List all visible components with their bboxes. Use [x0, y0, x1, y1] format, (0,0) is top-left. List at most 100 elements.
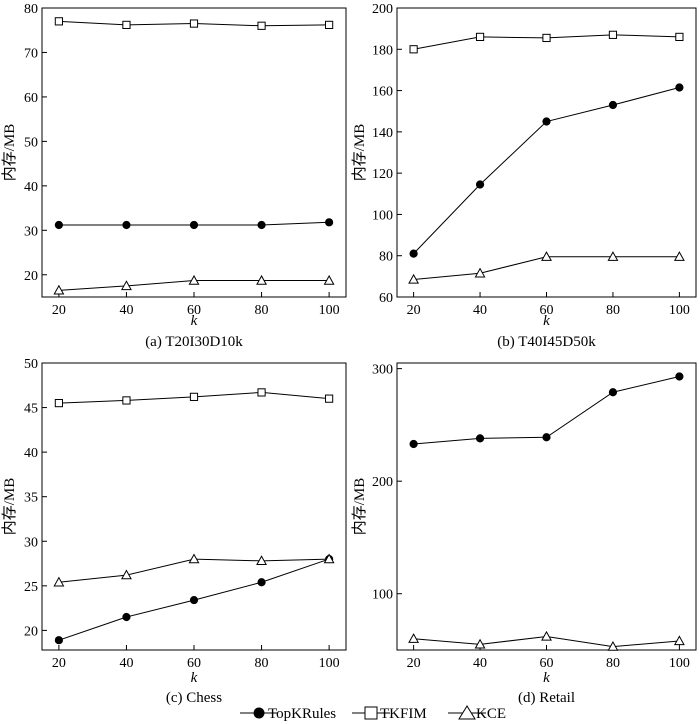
x-tick-label: 60: [540, 303, 554, 318]
x-axis-label: k: [543, 313, 550, 329]
data-point: [541, 251, 552, 261]
y-tick-label: 300: [372, 363, 393, 378]
series-KCE: [408, 630, 685, 651]
data-point: [409, 45, 418, 54]
y-tick-label: 100: [372, 208, 393, 223]
y-tick-label: 60: [24, 91, 38, 106]
data-point: [607, 640, 619, 651]
data-point: [675, 372, 684, 381]
x-axis-label: k: [543, 670, 550, 686]
y-tick-label: 200: [372, 475, 393, 490]
data-point: [256, 274, 268, 285]
data-point: [409, 439, 418, 449]
x-tick-label: 100: [319, 303, 340, 318]
legend-label: TopKRules: [268, 706, 336, 722]
data-point: [608, 30, 618, 39]
legend-marker: [253, 707, 265, 719]
x-tick-label: 80: [606, 303, 620, 318]
data-point: [323, 274, 335, 285]
data-point: [54, 636, 63, 645]
y-tick-label: 160: [372, 85, 393, 100]
chart-panel-3: 20 40 60 80 100 20 25 30 35 40 45 50 内存/MB k (c) Chess: [1, 357, 347, 706]
x-tick-label: 80: [255, 656, 269, 671]
legend-label: TKFIM: [380, 706, 427, 722]
data-point: [673, 251, 685, 261]
y-tick-label: 50: [24, 357, 38, 372]
legend-item-TKFIM: TKFIM: [352, 706, 427, 722]
data-point: [257, 388, 266, 397]
data-point: [53, 284, 65, 295]
data-point: [673, 635, 685, 646]
x-tick-label: 60: [187, 656, 201, 671]
y-tick-label: 30: [24, 535, 38, 550]
y-tick-label: 50: [24, 135, 38, 150]
x-tick-label: 20: [407, 656, 421, 671]
x-tick-label: 80: [606, 656, 620, 671]
y-tick-label: 30: [24, 224, 38, 239]
panel-caption: (d) Retail: [518, 690, 575, 706]
legend-item-KCE: KCE: [448, 705, 506, 722]
data-point: [122, 220, 131, 230]
series-KCE: [53, 274, 335, 295]
x-tick-label: 20: [52, 656, 66, 671]
panel-caption: (a) T20I30D10k: [145, 334, 243, 350]
data-point: [120, 569, 132, 580]
data-point: [542, 33, 551, 43]
data-point: [608, 388, 618, 397]
data-point: [325, 394, 334, 403]
plot-frame: [41, 362, 347, 651]
data-point: [189, 19, 199, 28]
y-tick-label: 70: [24, 46, 38, 61]
data-point: [475, 434, 485, 443]
x-axis-label: k: [191, 313, 198, 329]
y-tick-label: 45: [24, 402, 38, 417]
data-point: [607, 251, 619, 261]
y-axis-label: 内存/MB: [351, 124, 368, 182]
data-point: [675, 83, 684, 92]
legend-item-TopKRules: TopKRules: [240, 706, 336, 722]
data-point: [120, 280, 132, 291]
chart-panel-2: 20 40 60 80 100 60 80 100 120 140 160 180 200 内存/MB k (…: [351, 2, 697, 350]
y-tick-label: 20: [24, 624, 38, 639]
data-point: [188, 274, 200, 285]
data-point: [325, 218, 334, 227]
data-point: [409, 249, 418, 258]
y-tick-label: 80: [379, 250, 393, 265]
data-point: [189, 595, 199, 605]
data-point: [188, 553, 200, 564]
series-line: [413, 86, 680, 254]
data-point: [54, 399, 63, 408]
data-point: [257, 220, 266, 230]
panel-caption: (c) Chess: [166, 690, 222, 706]
series-TopKRules: [54, 218, 334, 230]
x-tick-label: 40: [119, 656, 133, 671]
y-tick-label: 60: [379, 291, 393, 306]
x-tick-label: 60: [540, 656, 554, 671]
data-point: [608, 100, 618, 110]
x-tick-label: 40: [119, 303, 133, 318]
x-tick-label: 100: [669, 656, 690, 671]
x-tick-label: 80: [255, 303, 269, 318]
series-TopKRules: [409, 372, 684, 449]
data-point: [475, 32, 485, 41]
x-tick-label: 20: [407, 303, 421, 318]
data-point: [189, 220, 199, 230]
series-TopKRules: [409, 83, 684, 258]
data-point: [541, 630, 552, 641]
data-point: [122, 20, 131, 29]
y-tick-label: 40: [24, 446, 38, 461]
series-TKFIM: [54, 17, 334, 30]
x-tick-label: 20: [52, 303, 66, 318]
y-tick-label: 80: [24, 2, 38, 17]
data-point: [325, 20, 334, 29]
data-point: [408, 633, 420, 643]
series-KCE: [408, 251, 685, 284]
plot-frame: [396, 362, 697, 651]
data-point: [474, 638, 486, 649]
y-axis-label: 内存/MB: [1, 478, 18, 536]
plot-frame: [41, 7, 347, 298]
y-tick-label: 120: [372, 167, 393, 182]
x-tick-label: 60: [187, 303, 201, 318]
panel-caption: (b) T40I45D50k: [497, 334, 596, 350]
